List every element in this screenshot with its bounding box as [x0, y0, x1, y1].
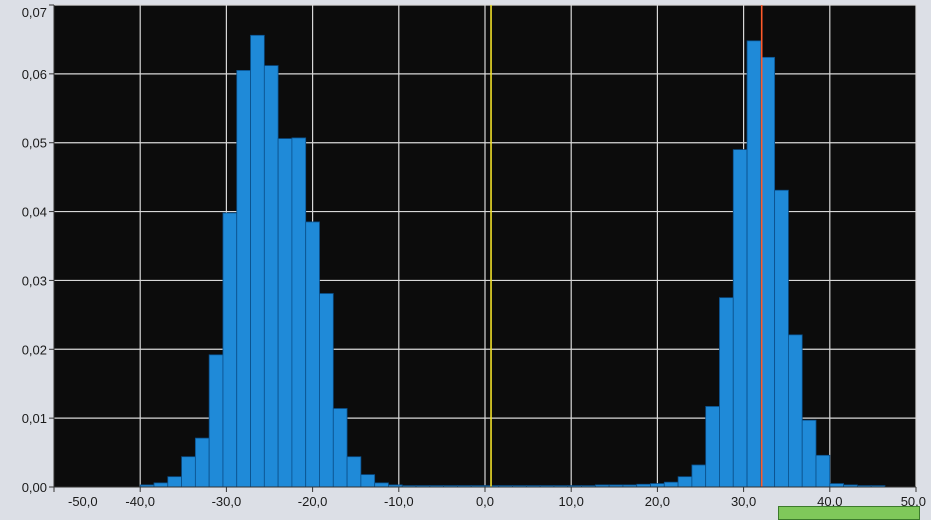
x-tick-label: 20,0: [645, 494, 670, 509]
histogram-bar: [663, 481, 679, 488]
histogram-bar: [677, 476, 693, 488]
histogram-bar: [194, 437, 210, 488]
x-tick-label: -50,0: [68, 494, 98, 509]
histogram-bar: [277, 138, 293, 488]
histogram-bar: [732, 149, 748, 488]
histogram-bar: [208, 354, 224, 488]
y-tick-label: 0,00: [22, 480, 47, 495]
x-tick-label: -20,0: [298, 494, 328, 509]
histogram-bar: [153, 482, 169, 488]
histogram-bar: [774, 189, 789, 488]
x-tick-label: 30,0: [731, 494, 756, 509]
histogram-bar: [319, 293, 334, 488]
histogram-bar: [760, 56, 776, 488]
x-tick-label: -30,0: [212, 494, 242, 509]
x-tick-label: -10,0: [384, 494, 414, 509]
cursor-lines[interactable]: [490, 5, 763, 487]
y-tick-label: 0,02: [22, 342, 47, 357]
histogram-bar: [719, 297, 734, 488]
histogram-bar: [650, 483, 665, 488]
histogram-bar: [691, 464, 707, 488]
y-tick-label: 0,03: [22, 273, 47, 288]
histogram-bar: [788, 334, 803, 488]
x-tick-label: 0,0: [476, 494, 494, 509]
histogram-bar: [705, 406, 720, 488]
histogram-bar: [250, 34, 265, 488]
y-tick-label: 0,01: [22, 411, 47, 426]
histogram-bar: [374, 482, 389, 488]
x-tick-label: 50,0: [901, 494, 926, 509]
status-indicator: [778, 506, 920, 520]
histogram-bar: [346, 456, 362, 488]
histogram-bar: [332, 408, 348, 488]
histogram-bar: [222, 212, 238, 488]
y-tick-label: 0,05: [22, 136, 47, 151]
x-axis-ticks: -50,0 -40,0 -30,0 -20,0 -10,0 0,0 10,0 20,0 30,0…: [53, 486, 926, 509]
histogram-bar: [291, 137, 307, 488]
histogram-bar: [305, 221, 320, 488]
x-tick-label: -40,0: [125, 494, 155, 509]
y-axis-ticks: 0,00 0,01 0,02 0,03 0,04 0,05 0,06 0,07: [22, 4, 55, 495]
x-tick-label: 40,0: [817, 494, 842, 509]
histogram-bar: [181, 456, 196, 488]
histogram-bar: [746, 40, 762, 488]
y-tick-label: 0,07: [22, 5, 47, 20]
y-tick-label: 0,06: [22, 67, 47, 82]
histogram-bar: [263, 65, 279, 488]
histogram-bar: [829, 483, 844, 488]
histogram-bar: [815, 454, 831, 488]
histogram-bar: [236, 70, 251, 488]
y-tick-label: 0,04: [22, 205, 47, 220]
histogram-bar: [167, 476, 182, 488]
x-tick-label: 10,0: [559, 494, 584, 509]
histogram-bar: [360, 474, 376, 488]
histogram-bar: [801, 419, 817, 488]
